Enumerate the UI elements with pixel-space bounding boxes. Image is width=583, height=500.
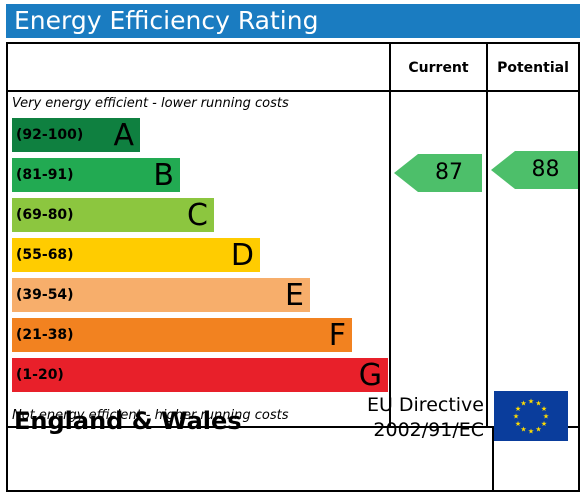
divider-flag xyxy=(492,426,494,490)
column-header-current: Current xyxy=(408,60,469,76)
eu-star-icon: ★ xyxy=(535,425,541,433)
region-label: England & Wales xyxy=(14,407,242,435)
divider-potential xyxy=(486,44,488,426)
band-b: (81-91) B xyxy=(12,158,180,193)
eu-star-icon: ★ xyxy=(543,413,549,421)
title-bar: Energy Efficiency Rating xyxy=(6,4,580,38)
eu-star-icon: ★ xyxy=(541,420,547,428)
eu-star-icon: ★ xyxy=(528,428,534,436)
header-rule xyxy=(389,90,578,92)
current-rating-pointer: 87 xyxy=(394,154,482,192)
eu-directive: EU Directive 2002/91/EC xyxy=(350,393,484,443)
directive-line-2: 2002/91/EC xyxy=(373,419,484,441)
eu-star-icon: ★ xyxy=(520,400,526,408)
band-range: (81-91) xyxy=(16,167,74,183)
eu-star-icon: ★ xyxy=(513,413,519,421)
footer-rule xyxy=(8,426,578,428)
band-letter: B xyxy=(153,158,174,193)
band-a: (92-100) A xyxy=(12,118,140,153)
band-letter: D xyxy=(230,238,254,273)
eu-star-icon: ★ xyxy=(520,425,526,433)
band-range: (21-38) xyxy=(16,327,74,343)
eu-star-icon: ★ xyxy=(535,400,541,408)
eu-star-icon: ★ xyxy=(515,405,521,413)
divider-current xyxy=(389,44,391,426)
band-g: (1-20) G xyxy=(12,358,388,393)
band-letter: G xyxy=(358,358,382,393)
band-range: (69-80) xyxy=(16,207,74,223)
band-range: (1-20) xyxy=(16,367,64,383)
eu-star-icon: ★ xyxy=(528,398,534,406)
current-arrow-shape xyxy=(394,154,482,192)
band-range: (55-68) xyxy=(16,247,74,263)
eu-flag-icon: ★ ★ ★ ★ ★ ★ ★ ★ ★ ★ ★ ★ xyxy=(494,391,568,441)
potential-rating-value: 88 xyxy=(531,157,560,182)
page-title: Energy Efficiency Rating xyxy=(14,6,319,35)
eu-star-icon: ★ xyxy=(515,420,521,428)
band-letter: E xyxy=(285,278,304,313)
note-efficient: Very energy efficient - lower running co… xyxy=(12,96,289,111)
current-rating-value: 87 xyxy=(435,160,463,185)
potential-arrow-shape xyxy=(491,151,578,189)
band-d: (55-68) D xyxy=(12,238,260,273)
band-letter: A xyxy=(113,118,134,153)
rating-frame: Current Potential Very energy efficient … xyxy=(6,42,580,492)
band-f: (21-38) F xyxy=(12,318,352,353)
band-range: (39-54) xyxy=(16,287,74,303)
band-e: (39-54) E xyxy=(12,278,310,313)
note-inefficient: Not energy efficient - higher running co… xyxy=(12,408,289,423)
directive-line-1: EU Directive xyxy=(366,394,484,416)
column-header-potential: Potential xyxy=(497,60,569,76)
band-range: (92-100) xyxy=(16,127,84,143)
eu-stars-icon: ★ ★★★★★★★★★★★ xyxy=(513,398,549,436)
band-letter: C xyxy=(187,198,208,233)
header-rule-left xyxy=(8,90,389,92)
eu-star-icon: ★ xyxy=(541,405,547,413)
potential-rating-pointer: 88 xyxy=(491,151,578,189)
band-letter: F xyxy=(328,318,346,353)
band-c: (69-80) C xyxy=(12,198,214,233)
